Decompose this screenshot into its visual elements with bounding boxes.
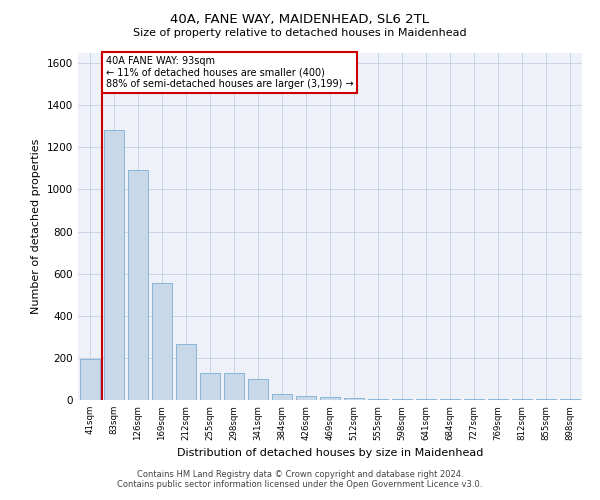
Bar — [416, 399, 436, 400]
Bar — [560, 399, 580, 400]
Bar — [440, 399, 460, 400]
Bar — [200, 372, 220, 400]
Text: 40A, FANE WAY, MAIDENHEAD, SL6 2TL: 40A, FANE WAY, MAIDENHEAD, SL6 2TL — [170, 12, 430, 26]
Bar — [104, 130, 124, 400]
Bar — [488, 399, 508, 400]
Bar — [512, 399, 532, 400]
Bar — [176, 344, 196, 400]
Bar — [248, 379, 268, 400]
Bar — [392, 399, 412, 400]
Bar — [368, 399, 388, 400]
Bar — [224, 372, 244, 400]
Bar — [296, 396, 316, 400]
Bar — [320, 397, 340, 400]
Bar — [152, 283, 172, 400]
X-axis label: Distribution of detached houses by size in Maidenhead: Distribution of detached houses by size … — [177, 448, 483, 458]
Bar — [344, 398, 364, 400]
Bar — [272, 394, 292, 400]
Text: 40A FANE WAY: 93sqm
← 11% of detached houses are smaller (400)
88% of semi-detac: 40A FANE WAY: 93sqm ← 11% of detached ho… — [106, 56, 353, 89]
Text: Size of property relative to detached houses in Maidenhead: Size of property relative to detached ho… — [133, 28, 467, 38]
Text: Contains HM Land Registry data © Crown copyright and database right 2024.
Contai: Contains HM Land Registry data © Crown c… — [118, 470, 482, 489]
Bar — [80, 359, 100, 400]
Bar — [464, 399, 484, 400]
Y-axis label: Number of detached properties: Number of detached properties — [31, 138, 41, 314]
Bar — [536, 399, 556, 400]
Bar — [128, 170, 148, 400]
